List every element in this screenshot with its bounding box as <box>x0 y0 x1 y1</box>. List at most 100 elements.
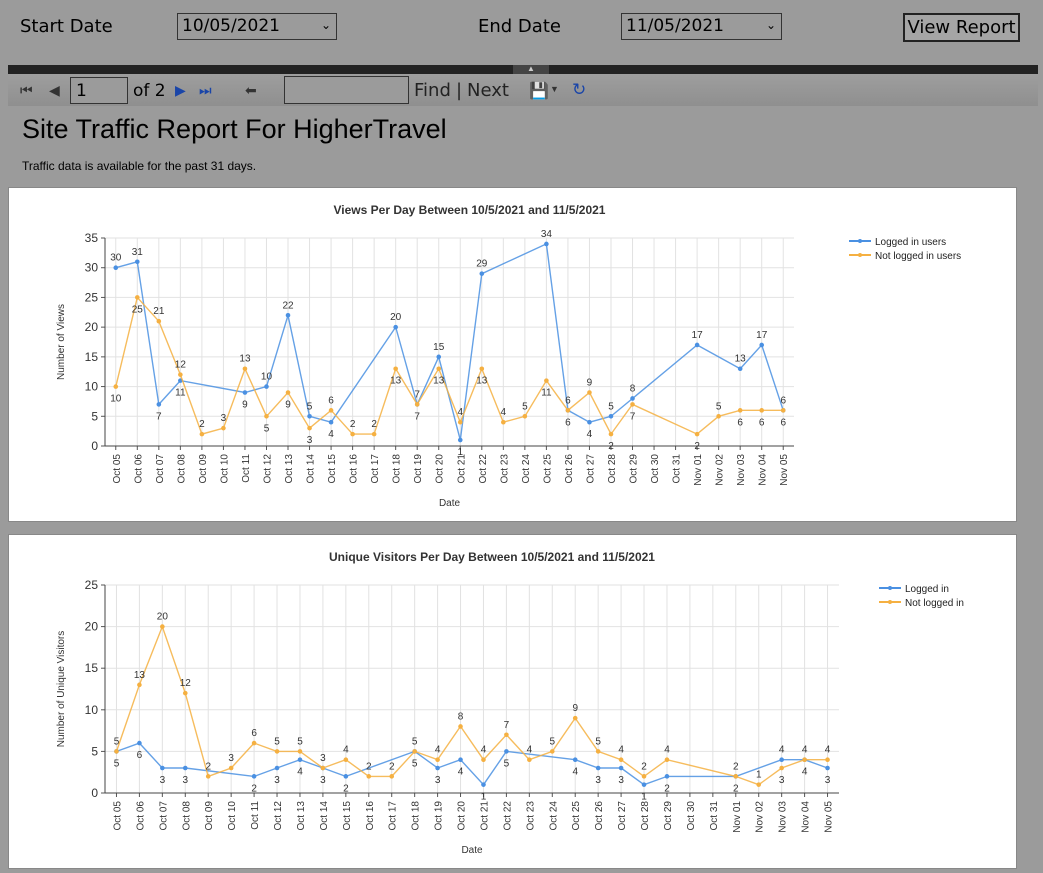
data-point <box>664 757 670 763</box>
data-point <box>825 757 830 763</box>
y-tick-label: 35 <box>85 231 99 245</box>
data-label: 5 <box>716 401 722 412</box>
x-tick-label: Oct 21 <box>479 801 490 831</box>
data-label: 4 <box>328 429 334 440</box>
data-label: 4 <box>802 745 808 756</box>
data-label: 5 <box>412 736 418 747</box>
data-point <box>733 774 739 779</box>
data-point <box>527 757 532 763</box>
data-point <box>134 295 140 300</box>
data-label: 3 <box>221 413 227 424</box>
x-tick-label: Nov 01 <box>693 454 704 486</box>
x-tick-label: Oct 12 <box>262 454 273 484</box>
views-chart: Views Per Day Between 10/5/2021 and 11/5… <box>56 203 961 509</box>
data-point <box>694 431 700 437</box>
x-tick-label: Nov 04 <box>758 454 769 486</box>
x-tick-label: Oct 29 <box>663 801 674 831</box>
data-point <box>205 774 211 779</box>
data-point <box>630 396 635 401</box>
view-report-button[interactable]: View Report <box>903 13 1020 42</box>
y-tick-label: 30 <box>85 261 99 275</box>
data-label: 5 <box>608 401 614 412</box>
x-tick-label: Nov 02 <box>755 801 766 833</box>
find-input[interactable] <box>284 76 409 104</box>
prev-page-icon[interactable]: ◀ <box>49 82 60 98</box>
page-count: of 2 <box>133 81 166 101</box>
data-label: 3 <box>228 753 234 764</box>
x-tick-label: Oct 13 <box>284 454 295 484</box>
x-tick-label: Oct 06 <box>135 801 146 831</box>
page-number-input[interactable]: 1 <box>70 77 128 104</box>
data-point <box>343 757 349 763</box>
data-label: 9 <box>285 400 291 411</box>
data-label: 9 <box>572 703 578 714</box>
views-chart-panel: Views Per Day Between 10/5/2021 and 11/5… <box>8 187 1017 522</box>
data-point <box>759 408 765 413</box>
data-label: 6 <box>565 417 571 428</box>
data-label: 2 <box>664 783 670 794</box>
visitors-chart: Unique Visitors Per Day Between 10/5/202… <box>56 550 964 856</box>
find-link[interactable]: Find <box>414 80 451 101</box>
data-label: 4 <box>779 745 785 756</box>
x-tick-label: Oct 19 <box>434 801 445 831</box>
first-page-icon[interactable]: ⏮ <box>20 82 33 98</box>
data-label: 7 <box>630 411 636 422</box>
x-tick-label: Oct 31 <box>672 454 683 484</box>
data-point <box>393 366 398 372</box>
x-tick-label: Oct 20 <box>435 454 446 484</box>
start-date-label: Start Date <box>20 16 113 37</box>
data-label: 3 <box>307 435 313 446</box>
data-label: 13 <box>239 354 251 365</box>
data-point <box>457 437 463 443</box>
data-label: 4 <box>435 745 441 756</box>
data-point <box>641 774 647 779</box>
data-point <box>134 259 140 265</box>
data-point <box>182 765 188 771</box>
data-label: 13 <box>134 670 146 681</box>
x-tick-label: Oct 13 <box>296 801 307 831</box>
data-point <box>595 749 601 754</box>
collapse-grip-icon[interactable]: ▲ <box>513 65 549 74</box>
data-label: 6 <box>137 750 143 761</box>
x-tick-label: Oct 11 <box>250 801 261 830</box>
next-link[interactable]: Next <box>467 80 509 101</box>
data-label: 2 <box>343 783 349 794</box>
data-label: 13 <box>476 376 488 387</box>
data-label: 1 <box>756 770 762 781</box>
data-point <box>664 774 670 779</box>
data-point <box>779 765 784 771</box>
data-label: 4 <box>481 745 487 756</box>
data-label: 2 <box>205 761 211 772</box>
export-icon[interactable]: 💾 <box>529 83 549 100</box>
data-point <box>297 757 303 763</box>
start-date-select[interactable]: 10/05/2021 ⌄ <box>177 13 337 40</box>
x-tick-label: Oct 09 <box>204 801 215 831</box>
series-line <box>116 742 828 786</box>
data-point <box>137 740 142 746</box>
data-label: 3 <box>825 775 831 786</box>
x-axis-label: Date <box>461 845 483 856</box>
data-label: 5 <box>504 758 510 769</box>
data-point <box>350 431 355 437</box>
last-page-icon[interactable]: ⏭ <box>199 82 212 98</box>
legend-label: Logged in users <box>875 237 946 248</box>
export-dropdown-icon[interactable]: ▼ <box>550 84 559 94</box>
data-label: 13 <box>735 354 747 365</box>
data-point <box>328 419 334 425</box>
data-point <box>504 732 509 738</box>
x-tick-label: Oct 06 <box>133 454 144 484</box>
refresh-icon[interactable]: ↻ <box>572 80 587 99</box>
x-tick-label: Nov 01 <box>732 801 743 833</box>
data-label: 2 <box>350 419 356 430</box>
x-tick-label: Oct 09 <box>198 454 209 484</box>
data-point <box>251 740 257 746</box>
data-label: 3 <box>320 775 326 786</box>
end-date-select[interactable]: 11/05/2021 ⌄ <box>621 13 782 40</box>
back-icon[interactable]: ⬅ <box>245 82 257 98</box>
data-label: 4 <box>527 745 533 756</box>
next-page-icon[interactable]: ▶ <box>175 82 186 98</box>
x-tick-label: Oct 19 <box>413 454 424 484</box>
x-tick-label: Oct 05 <box>112 454 123 484</box>
data-point <box>320 765 326 771</box>
parameter-area-splitter[interactable]: ▲ <box>8 65 1038 74</box>
